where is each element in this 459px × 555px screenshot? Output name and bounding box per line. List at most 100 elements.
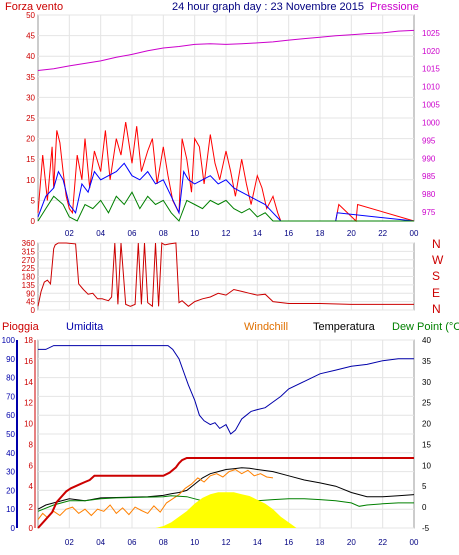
y-tick-label-left: 0 (31, 306, 36, 315)
direction-label-s: S (432, 269, 440, 283)
y-tick-label-left: 225 (22, 264, 36, 273)
y-tick-label-right: 1005 (422, 101, 440, 110)
y-tick-label-right: 30 (422, 378, 431, 387)
x-tick-label: 06 (128, 229, 137, 238)
y-tick-label-right: 1010 (422, 83, 440, 92)
y-tick-label-left: 70 (6, 392, 15, 401)
y-tick-label-left: 80 (6, 374, 15, 383)
y-tick-label-left: 30 (26, 93, 35, 102)
page-title: 24 hour graph day : 23 Novembre 2015 (172, 1, 364, 13)
y-tick-label-right: 1000 (422, 118, 440, 127)
series-windchill (37, 468, 274, 520)
y-tick-label-left: 360 (22, 239, 36, 248)
series-umidita (38, 345, 414, 435)
y-tick-label-right: 35 (422, 357, 431, 366)
humidity-axis-title: Umidita (66, 321, 104, 333)
x-tick-label: 16 (284, 229, 293, 238)
direction-label-w: W (432, 253, 444, 267)
y-tick-label-left: 15 (26, 155, 35, 164)
x-tick-label: 10 (190, 229, 199, 238)
x-tick-label: 12 (222, 538, 231, 547)
series-pressione (37, 29, 415, 71)
y-tick-label-rain: 16 (24, 357, 33, 366)
y-tick-label-right: 975 (422, 208, 436, 217)
y-tick-label-left: 0 (11, 524, 16, 533)
x-tick-label: 08 (159, 538, 168, 547)
y-tick-label-right: 1020 (422, 47, 440, 56)
y-tick-label-rain: 4 (29, 482, 34, 491)
y-tick-label-left: 10 (26, 176, 35, 185)
y-tick-label-left: 10 (6, 505, 15, 514)
x-tick-label: 02 (65, 229, 74, 238)
rain-axis-title: Pioggia (2, 321, 40, 333)
x-tick-label: 06 (128, 538, 137, 547)
x-tick-label: 00 (410, 538, 419, 547)
y-tick-label-rain: 8 (29, 440, 34, 449)
windchill-label: Windchill (244, 321, 288, 333)
pressure-axis-title: Pressione (370, 1, 419, 13)
y-tick-label-rain: 18 (24, 336, 33, 345)
y-tick-label-left: 50 (26, 11, 35, 20)
series-direzione-vento (37, 242, 414, 308)
x-tick-label: 20 (347, 229, 356, 238)
x-tick-label: 00 (410, 229, 419, 238)
wind-axis-title: Forza vento (5, 1, 63, 13)
x-tick-label: 04 (96, 229, 105, 238)
y-tick-label-left: 135 (22, 281, 36, 290)
x-tick-label: 14 (253, 538, 262, 547)
x-tick-label: 22 (378, 538, 387, 547)
y-tick-label-right: 10 (422, 461, 431, 470)
series-radiazione-solare (38, 492, 414, 528)
y-tick-label-left: 5 (31, 196, 36, 205)
series-vento-medio (37, 162, 415, 222)
x-tick-label: 04 (96, 538, 105, 547)
direction-labels: N W S E N (432, 237, 444, 316)
series-forza-vento-raffica (37, 122, 415, 223)
x-tick-label: 18 (316, 538, 325, 547)
y-tick-label-right: 1015 (422, 65, 440, 74)
y-tick-label-left: 90 (6, 355, 15, 364)
y-tick-label-right: 40 (422, 336, 431, 345)
y-tick-label-rain: 6 (29, 461, 34, 470)
y-tick-label-rain: 2 (29, 503, 34, 512)
y-tick-label-left: 30 (6, 468, 15, 477)
y-tick-label-left: 315 (22, 247, 36, 256)
y-tick-label-left: 0 (31, 217, 36, 226)
direction-label-e: E (432, 286, 440, 300)
y-tick-label-left: 40 (26, 52, 35, 61)
y-tick-label-rain: 14 (24, 378, 33, 387)
y-tick-label-right: 5 (422, 482, 427, 491)
y-tick-label-right: -5 (422, 524, 430, 533)
x-tick-label: 14 (253, 229, 262, 238)
x-tick-label: 18 (316, 229, 325, 238)
y-tick-label-left: 35 (26, 73, 35, 82)
x-tick-label: 22 (378, 229, 387, 238)
y-tick-label-right: 20 (422, 420, 431, 429)
y-tick-label-right: 985 (422, 172, 436, 181)
y-tick-label-right: 25 (422, 399, 431, 408)
x-tick-label: 12 (222, 229, 231, 238)
x-tick-label: 08 (159, 229, 168, 238)
y-tick-label-rain: 0 (29, 524, 34, 533)
dewpoint-label: Dew Point (°C (392, 321, 459, 333)
y-tick-label-left: 20 (26, 135, 35, 144)
y-tick-label-left: 45 (26, 298, 35, 307)
y-tick-label-left: 45 (26, 32, 35, 41)
y-tick-label-right: 990 (422, 154, 436, 163)
y-tick-label-left: 25 (26, 114, 35, 123)
direction-label-n-bottom: N (432, 302, 441, 316)
wind-pressure-panel: 0510152025303540455097598098599099510001… (26, 11, 440, 238)
y-tick-label-left: 40 (6, 449, 15, 458)
x-tick-label: 16 (284, 538, 293, 547)
temperature-label: Temperatura (313, 321, 376, 333)
direction-label-n-top: N (432, 237, 441, 251)
y-tick-label-right: 15 (422, 440, 431, 449)
y-tick-label-left: 20 (6, 486, 15, 495)
x-tick-label: 20 (347, 538, 356, 547)
y-tick-label-right: 0 (422, 503, 427, 512)
series-pioggia (37, 457, 414, 529)
y-tick-label-left: 270 (22, 256, 36, 265)
y-tick-label-right: 980 (422, 190, 436, 199)
